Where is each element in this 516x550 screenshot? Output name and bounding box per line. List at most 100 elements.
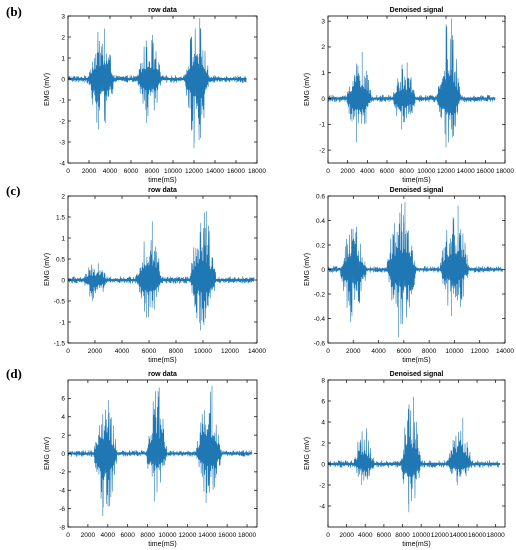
y-tick-label: 8 — [321, 377, 325, 384]
y-axis-label: EMG (mV) — [304, 73, 311, 106]
x-axis-label: time(mS) — [402, 541, 430, 548]
y-tick-label: -6 — [59, 506, 65, 513]
y-tick-label: 4 — [61, 414, 65, 421]
x-tick-label: 16000 — [227, 168, 245, 175]
x-axis-label: time(mS) — [148, 541, 176, 548]
y-tick-label: 1 — [61, 235, 65, 242]
y-tick-label: 1 — [321, 70, 325, 77]
x-tick-label: 14000 — [248, 348, 266, 355]
y-axis-label: EMG (mV) — [304, 253, 311, 286]
y-tick-label: 2 — [61, 34, 65, 41]
chart-5: 0 2000 4000 6000 8000 10000 12000 14000 16000 180… — [44, 371, 258, 548]
x-tick-label: 8000 — [422, 348, 437, 355]
y-tick-label: -4 — [59, 488, 65, 495]
y-tick-label: 2 — [61, 432, 65, 439]
x-tick-label: 8000 — [399, 168, 414, 175]
y-tick-label: -0.5 — [54, 298, 66, 305]
x-tick-label: 4000 — [360, 168, 375, 175]
x-tick-label: 0 — [66, 532, 70, 539]
x-tick-label: 2000 — [346, 348, 361, 355]
y-tick-label: 3 — [61, 13, 65, 20]
y-tick-label: -1 — [59, 319, 65, 326]
x-tick-label: 14000 — [449, 532, 467, 539]
x-tick-label: 12000 — [471, 348, 489, 355]
chart-3: 0 2000 4000 6000 8000 10000 12000 14000 -1.5 -1 -0… — [44, 187, 266, 364]
x-tick-label: 12000 — [431, 532, 449, 539]
x-tick-label: 18000 — [487, 532, 505, 539]
x-tick-label: 14000 — [198, 532, 216, 539]
y-tick-label: 4 — [321, 419, 325, 426]
emg-signal-line — [328, 18, 496, 148]
y-tick-label: -4 — [319, 503, 325, 510]
y-tick-label: 0 — [321, 267, 325, 274]
y-tick-label: 0 — [321, 461, 325, 468]
chart-1: 0 2000 4000 6000 8000 10000 12000 14000 16000 180… — [44, 7, 266, 184]
chart-title: row data — [148, 187, 177, 194]
x-axis-label: time(mS) — [402, 357, 430, 364]
x-tick-label: 0 — [66, 168, 70, 175]
x-tick-label: 8000 — [169, 348, 184, 355]
emg-signal-line — [68, 385, 253, 516]
x-tick-label: 8000 — [145, 168, 160, 175]
x-axis-label: time(mS) — [148, 357, 176, 364]
x-tick-label: 10000 — [417, 168, 435, 175]
panel-label-d: (d) — [6, 366, 22, 381]
chart-6: 0 2000 4000 6000 8000 10000 12000 14000 16000 180… — [304, 371, 506, 548]
x-tick-label: 10000 — [164, 168, 182, 175]
x-tick-label: 12000 — [178, 532, 196, 539]
y-tick-label: 0 — [321, 96, 325, 103]
x-tick-label: 6000 — [377, 532, 392, 539]
y-tick-label: 0 — [61, 76, 65, 83]
x-tick-label: 16000 — [476, 168, 494, 175]
x-tick-label: 4000 — [101, 532, 116, 539]
x-tick-label: 8000 — [395, 532, 410, 539]
x-tick-label: 10000 — [194, 348, 212, 355]
chart-title: Denoised signal — [390, 7, 444, 14]
x-tick-label: 0 — [326, 532, 330, 539]
y-tick-label: -0.6 — [314, 340, 326, 347]
y-tick-label: 6 — [321, 398, 325, 405]
x-axis-label: time(mS) — [148, 177, 176, 184]
emg-signal-line — [328, 202, 503, 337]
x-tick-label: 8000 — [140, 532, 155, 539]
x-tick-label: 10000 — [412, 532, 430, 539]
x-tick-label: 0 — [326, 168, 330, 175]
y-tick-label: 2 — [321, 44, 325, 51]
y-axis-label: EMG (mV) — [44, 437, 51, 470]
chart-title: Denoised signal — [390, 187, 444, 194]
y-tick-label: 3 — [321, 18, 325, 25]
y-tick-label: -1 — [59, 97, 65, 104]
x-tick-label: 6000 — [380, 168, 395, 175]
x-tick-label: 18000 — [248, 168, 266, 175]
x-tick-label: 10000 — [158, 532, 176, 539]
chart-4: 0 2000 4000 6000 8000 10000 12000 14000 -0.6 -0.4… — [304, 187, 514, 364]
y-tick-label: 0.6 — [316, 193, 325, 200]
y-tick-label: 0 — [61, 451, 65, 458]
y-axis-label: EMG (mV) — [44, 253, 51, 286]
plot-area — [68, 196, 257, 343]
y-tick-label: 1 — [61, 55, 65, 62]
x-tick-label: 6000 — [120, 532, 135, 539]
axes-frame — [327, 379, 506, 528]
x-tick-label: 4000 — [103, 168, 118, 175]
chart-title: row data — [148, 371, 177, 378]
y-tick-label: 2 — [61, 193, 65, 200]
x-tick-label: 16000 — [468, 532, 486, 539]
x-tick-label: 4000 — [358, 532, 373, 539]
chart-2: 0 2000 4000 6000 8000 10000 12000 14000 16000 180… — [304, 7, 514, 184]
y-tick-label: -3 — [59, 139, 65, 146]
y-tick-label: 2 — [321, 440, 325, 447]
x-tick-label: 6000 — [124, 168, 139, 175]
x-tick-label: 18000 — [238, 532, 256, 539]
x-tick-label: 10000 — [445, 348, 463, 355]
y-tick-label: -1.5 — [54, 340, 66, 347]
x-tick-label: 2000 — [82, 168, 97, 175]
y-tick-label: 0 — [61, 277, 65, 284]
x-tick-label: 2000 — [81, 532, 96, 539]
y-tick-label: -0.2 — [314, 291, 326, 298]
y-tick-label: -8 — [59, 524, 65, 531]
emg-signal-line — [68, 210, 255, 331]
x-tick-label: 6000 — [142, 348, 157, 355]
emg-signal-line — [328, 396, 501, 513]
